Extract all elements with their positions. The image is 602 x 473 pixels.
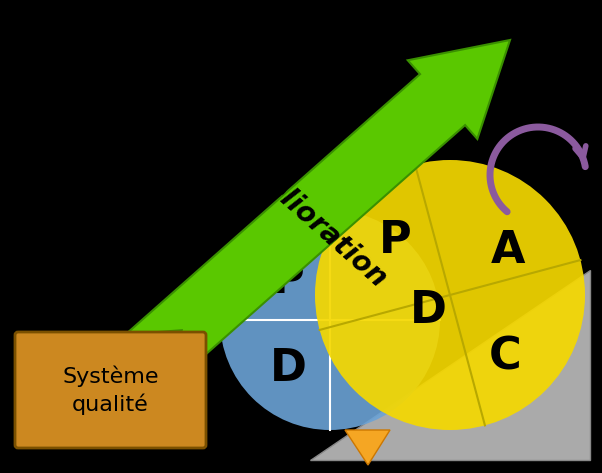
Text: C: C	[489, 335, 521, 378]
Circle shape	[220, 210, 440, 430]
Text: P: P	[272, 259, 305, 301]
Text: Amélioration: Amélioration	[225, 138, 394, 292]
FancyBboxPatch shape	[15, 332, 206, 448]
Text: D: D	[409, 289, 447, 332]
Text: Système
qualité: Système qualité	[62, 365, 159, 415]
Polygon shape	[125, 40, 510, 385]
Text: D: D	[270, 347, 306, 389]
Circle shape	[315, 160, 585, 430]
Text: P: P	[379, 219, 411, 262]
Text: A: A	[491, 228, 526, 272]
Polygon shape	[310, 270, 590, 460]
Polygon shape	[345, 430, 390, 465]
